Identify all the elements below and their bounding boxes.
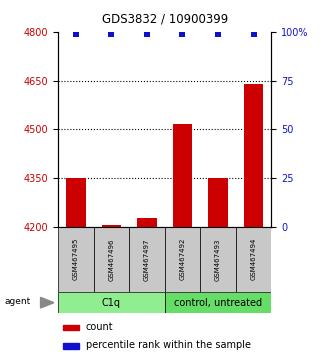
Bar [137,218,157,227]
Text: GDS3832 / 10900399: GDS3832 / 10900399 [102,12,229,25]
Bar [208,178,228,227]
Bar [165,292,271,313]
Text: count: count [85,322,113,332]
Bar [58,292,165,313]
Point [251,31,256,37]
Bar [165,227,200,292]
Point [109,31,114,37]
Bar [236,227,271,292]
Text: GSM467493: GSM467493 [215,238,221,281]
Text: C1q: C1q [102,298,121,308]
Text: GSM467497: GSM467497 [144,238,150,281]
Point [180,31,185,37]
Text: GSM467495: GSM467495 [73,238,79,280]
Text: GSM467494: GSM467494 [251,238,257,280]
Bar [58,227,93,292]
Text: GSM467492: GSM467492 [179,238,185,280]
Point [215,31,221,37]
Polygon shape [40,297,54,308]
Bar [173,124,192,227]
Text: agent: agent [5,297,31,306]
Bar [63,343,79,349]
Point [144,31,150,37]
Bar [200,227,236,292]
Bar [63,325,79,330]
Bar [93,227,129,292]
Text: GSM467496: GSM467496 [108,238,114,281]
Text: percentile rank within the sample: percentile rank within the sample [85,341,251,350]
Bar [102,225,121,227]
Bar [129,227,165,292]
Bar [66,178,85,227]
Bar [244,84,263,227]
Point [73,31,78,37]
Text: control, untreated: control, untreated [174,298,262,308]
